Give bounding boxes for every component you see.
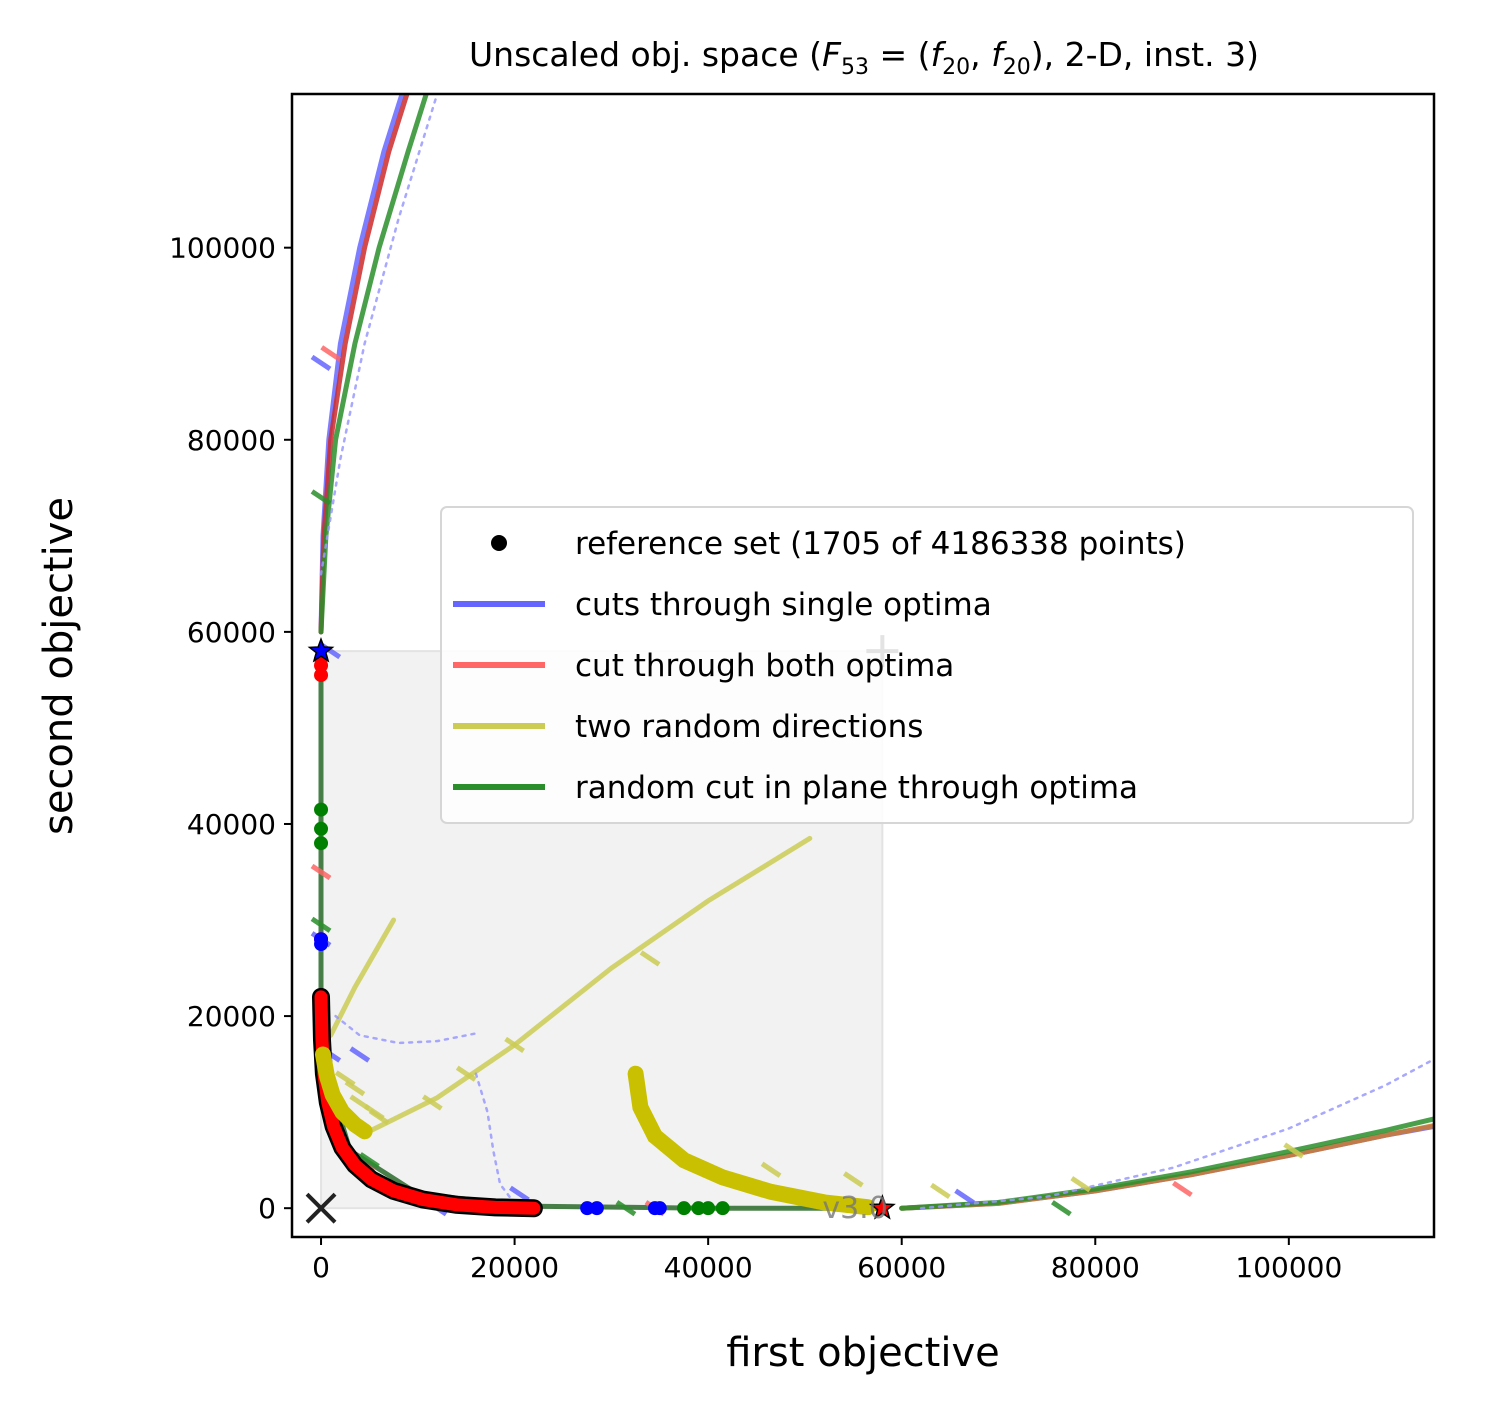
legend-label: cuts through single optima <box>575 587 992 623</box>
green-scatter-point <box>691 1201 706 1216</box>
cut-tick-mark <box>310 916 332 933</box>
cut-tick-mark <box>760 1161 782 1178</box>
legend-box <box>440 506 1414 824</box>
yellow-scatter-front <box>315 1046 373 1140</box>
axes-frame <box>290 92 1436 1239</box>
cut-tick-mark <box>1283 1142 1305 1159</box>
optimum-1-star <box>307 636 335 663</box>
version-label: v3.0 <box>822 1191 887 1226</box>
yellow-scatter-curve <box>627 1065 876 1216</box>
y-tick-label: 0 <box>258 1192 276 1225</box>
dotted-cut-line <box>319 94 439 576</box>
x-tick-label: 40000 <box>664 1251 753 1284</box>
cut-tick-mark <box>930 1182 951 1199</box>
cut-tick-mark <box>349 1046 371 1063</box>
green-scatter-point <box>314 802 329 817</box>
cut-tick-mark <box>359 1152 380 1169</box>
x-tick-label: 80000 <box>1051 1251 1140 1284</box>
cut-tick-mark <box>310 354 332 372</box>
cut-tick-mark <box>368 1108 390 1126</box>
series-line <box>328 917 397 1038</box>
blue-scatter-point <box>314 937 329 952</box>
optimum-2-star <box>868 1194 896 1220</box>
green-scatter-point <box>701 1201 716 1216</box>
plot-area: v3.0 0 20000 40000 60000 80000 100000 0 20000 400… <box>169 92 1436 1284</box>
x-tick-label: 0 <box>312 1251 330 1284</box>
red-scatter-point <box>314 668 329 683</box>
blue-scatter-point <box>652 1201 667 1216</box>
cut-tick-mark <box>1051 1200 1072 1217</box>
cut-tick-mark <box>639 950 661 967</box>
legend-label: reference set (1705 of 4186338 points) <box>575 526 1186 562</box>
cut-tick-mark <box>615 1200 637 1217</box>
cut-tick-mark <box>1171 1180 1193 1198</box>
chart-title: Unscaled obj. space (F53 = (f20, f20), 2… <box>469 35 1259 80</box>
dotted-cut-line <box>919 1058 1434 1210</box>
legend-label: two random directions <box>575 709 923 745</box>
legend: reference set (1705 of 4186338 points) cu… <box>440 506 1414 824</box>
cut-tick-mark <box>504 1036 525 1053</box>
cut-tick-mark <box>455 1065 477 1082</box>
blue-scatter-point <box>589 1201 604 1216</box>
dotted-cut-line <box>474 1072 516 1205</box>
dotted-cut-line <box>334 1014 478 1045</box>
y-tick-label: 40000 <box>187 808 276 841</box>
green-scatter-point <box>314 821 329 836</box>
y-tick-label: 20000 <box>187 1000 276 1033</box>
cut-tick-mark <box>842 1171 864 1188</box>
legend-marker <box>491 535 507 551</box>
series-line <box>366 835 813 1134</box>
y-tick-label: 100000 <box>169 232 276 265</box>
y-tick-label: 80000 <box>187 424 276 457</box>
green-scatter-point <box>715 1201 730 1216</box>
x-tick-label: 20000 <box>470 1251 559 1284</box>
cut-tick-mark <box>421 1094 443 1111</box>
x-tick-label: 100000 <box>1235 1251 1342 1284</box>
ideal-point-marker <box>305 1192 337 1224</box>
legend-label: random cut in plane through optima <box>575 770 1138 806</box>
legend-label: cut through both optima <box>575 648 954 684</box>
cut-tick-mark <box>320 345 342 362</box>
cut-tick-mark <box>310 489 332 506</box>
cut-tick-mark <box>954 1188 976 1205</box>
series-line <box>318 94 429 635</box>
x-axis-label: first objective <box>726 1330 1000 1376</box>
cut-tick-mark <box>344 1080 366 1097</box>
cut-tick-mark <box>334 1070 356 1087</box>
series-line <box>899 1116 1434 1211</box>
cut-tick-mark <box>509 1185 530 1202</box>
x-tick-label: 60000 <box>857 1251 946 1284</box>
y-axis-label: second objective <box>36 497 82 835</box>
green-scatter-point <box>314 836 329 851</box>
cut-tick-mark <box>1070 1176 1092 1193</box>
y-tick-label: 60000 <box>187 616 276 649</box>
cut-tick-mark <box>310 863 332 881</box>
blue-scatter-point <box>580 1201 595 1216</box>
green-scatter-point <box>676 1201 691 1216</box>
